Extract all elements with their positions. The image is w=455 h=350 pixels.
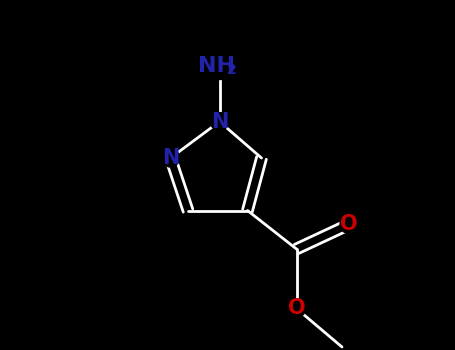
Circle shape (162, 149, 180, 167)
Text: N: N (162, 148, 179, 168)
Circle shape (340, 216, 358, 233)
Text: N: N (211, 112, 228, 132)
Text: O: O (340, 215, 358, 234)
Circle shape (211, 113, 228, 131)
Text: NH: NH (198, 56, 235, 76)
Circle shape (203, 48, 236, 79)
Text: 2: 2 (227, 63, 237, 77)
Text: O: O (288, 299, 305, 318)
Circle shape (288, 300, 305, 317)
